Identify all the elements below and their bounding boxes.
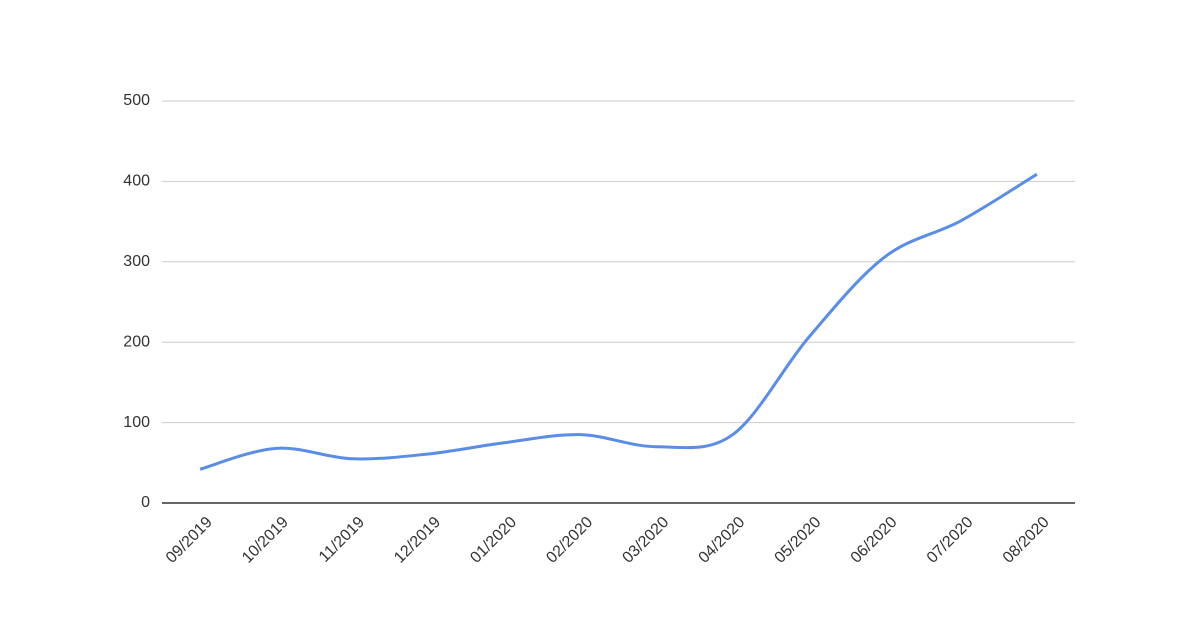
y-tick-label: 0 [141,494,150,511]
x-tick-label: 09/2019 [163,514,216,567]
x-tick-label: 12/2019 [391,514,444,567]
x-tick-label: 02/2020 [543,514,596,567]
x-tick-label: 06/2020 [848,514,901,567]
x-tick-label: 03/2020 [619,514,672,567]
x-tick-label: 11/2019 [316,514,368,566]
x-tick-label: 04/2020 [696,514,749,567]
line-series [199,172,1038,471]
y-tick-label: 400 [123,173,150,190]
x-tick-label: 05/2020 [772,514,825,567]
x-tick-label: 08/2020 [1000,514,1053,567]
y-tick-label: 500 [123,92,150,109]
y-tick-label: 300 [123,253,150,270]
y-tick-label: 100 [123,414,150,431]
x-tick-label: 01/2020 [467,514,520,567]
x-tick-label: 07/2020 [924,514,977,567]
y-tick-label: 200 [123,333,150,350]
x-tick-label: 10/2019 [239,514,292,567]
